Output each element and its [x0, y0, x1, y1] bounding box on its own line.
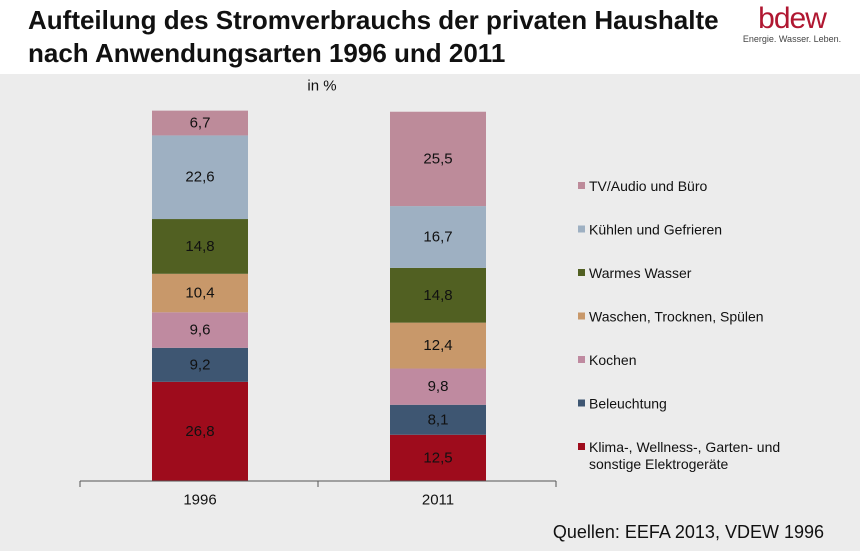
legend-label-0: TV/Audio und Büro	[589, 178, 708, 194]
legend-swatch-2	[578, 269, 585, 276]
legend-swatch-5	[578, 399, 585, 407]
bar-segment-1996-1	[152, 347, 248, 382]
bar-segment-1996-5	[152, 135, 248, 220]
data-label-1996-0: 26,8	[185, 423, 214, 440]
data-label-1996-1: 9,2	[190, 356, 211, 373]
data-label-1996-6: 6,7	[190, 115, 211, 132]
legend-swatch-4	[578, 356, 585, 363]
bar-segment-1996-2	[152, 312, 248, 348]
bar-segment-2011-3	[390, 322, 486, 369]
bar-segment-2011-5	[390, 206, 486, 268]
legend-label-1: Kühlen und Gefrieren	[589, 222, 722, 238]
data-label-2011-1: 8,1	[428, 411, 449, 428]
logo-wordmark: bdew	[758, 2, 827, 35]
legend-label-5: Beleuchtung	[589, 396, 667, 412]
bar-segment-1996-0	[152, 381, 248, 481]
bar-segment-2011-2	[390, 368, 486, 405]
data-label-2011-5: 16,7	[423, 228, 452, 245]
y-axis-label: in %	[307, 78, 336, 95]
data-label-2011-6: 25,5	[423, 150, 452, 167]
legend-label-6-line-0: Klima-, Wellness-, Garten- und	[589, 439, 780, 455]
data-label-2011-0: 12,5	[423, 449, 452, 466]
logo-tagline: Energie. Wasser. Leben.	[742, 34, 842, 44]
legend-swatch-1	[578, 225, 585, 233]
data-label-2011-2: 9,8	[428, 378, 449, 395]
bar-segment-2011-0	[390, 434, 486, 481]
bar-segment-1996-6	[152, 110, 248, 136]
chart-title: Aufteilung des Stromverbrauchs der priva…	[28, 5, 719, 68]
bar-segment-1996-4	[152, 219, 248, 274]
data-label-1996-3: 10,4	[185, 285, 214, 302]
source-note: Quellen: EEFA 2013, VDEW 1996	[552, 522, 824, 542]
data-label-2011-3: 12,4	[423, 337, 452, 354]
data-label-2011-4: 14,8	[423, 287, 452, 304]
data-label-1996-2: 9,6	[190, 322, 211, 339]
bdew-logo: bdew Energie. Wasser. Leben.	[742, 2, 842, 44]
bar-segment-2011-4	[390, 267, 486, 323]
legend-label-2: Warmes Wasser	[589, 265, 692, 281]
bar-segment-1996-3	[152, 273, 248, 313]
data-label-1996-5: 22,6	[185, 169, 214, 186]
data-label-1996-4: 14,8	[185, 238, 214, 255]
stacked-bar-chart: in % 26,8 9,2 9,6 10,4 14,8 22,6 6,7 1996 12,5 8,1…	[79, 78, 780, 509]
x-tick-label-2011: 2011	[422, 492, 454, 509]
chart-panel: in % 26,8 9,2 9,6 10,4 14,8 22,6 6,7 1996 12,5 8,1…	[0, 74, 860, 551]
legend-label-4: Kochen	[589, 352, 636, 368]
legend-label-3: Waschen, Trocknen, Spülen	[589, 309, 764, 325]
legend-label-6-line-1: sonstige Elektrogeräte	[589, 456, 729, 472]
x-tick-label-1996: 1996	[183, 492, 216, 509]
bar-segment-2011-6	[390, 111, 486, 207]
bar-segment-2011-1	[390, 404, 486, 435]
legend-swatch-0	[578, 182, 585, 189]
legend-swatch-3	[578, 312, 585, 320]
legend-swatch-6	[578, 443, 585, 450]
